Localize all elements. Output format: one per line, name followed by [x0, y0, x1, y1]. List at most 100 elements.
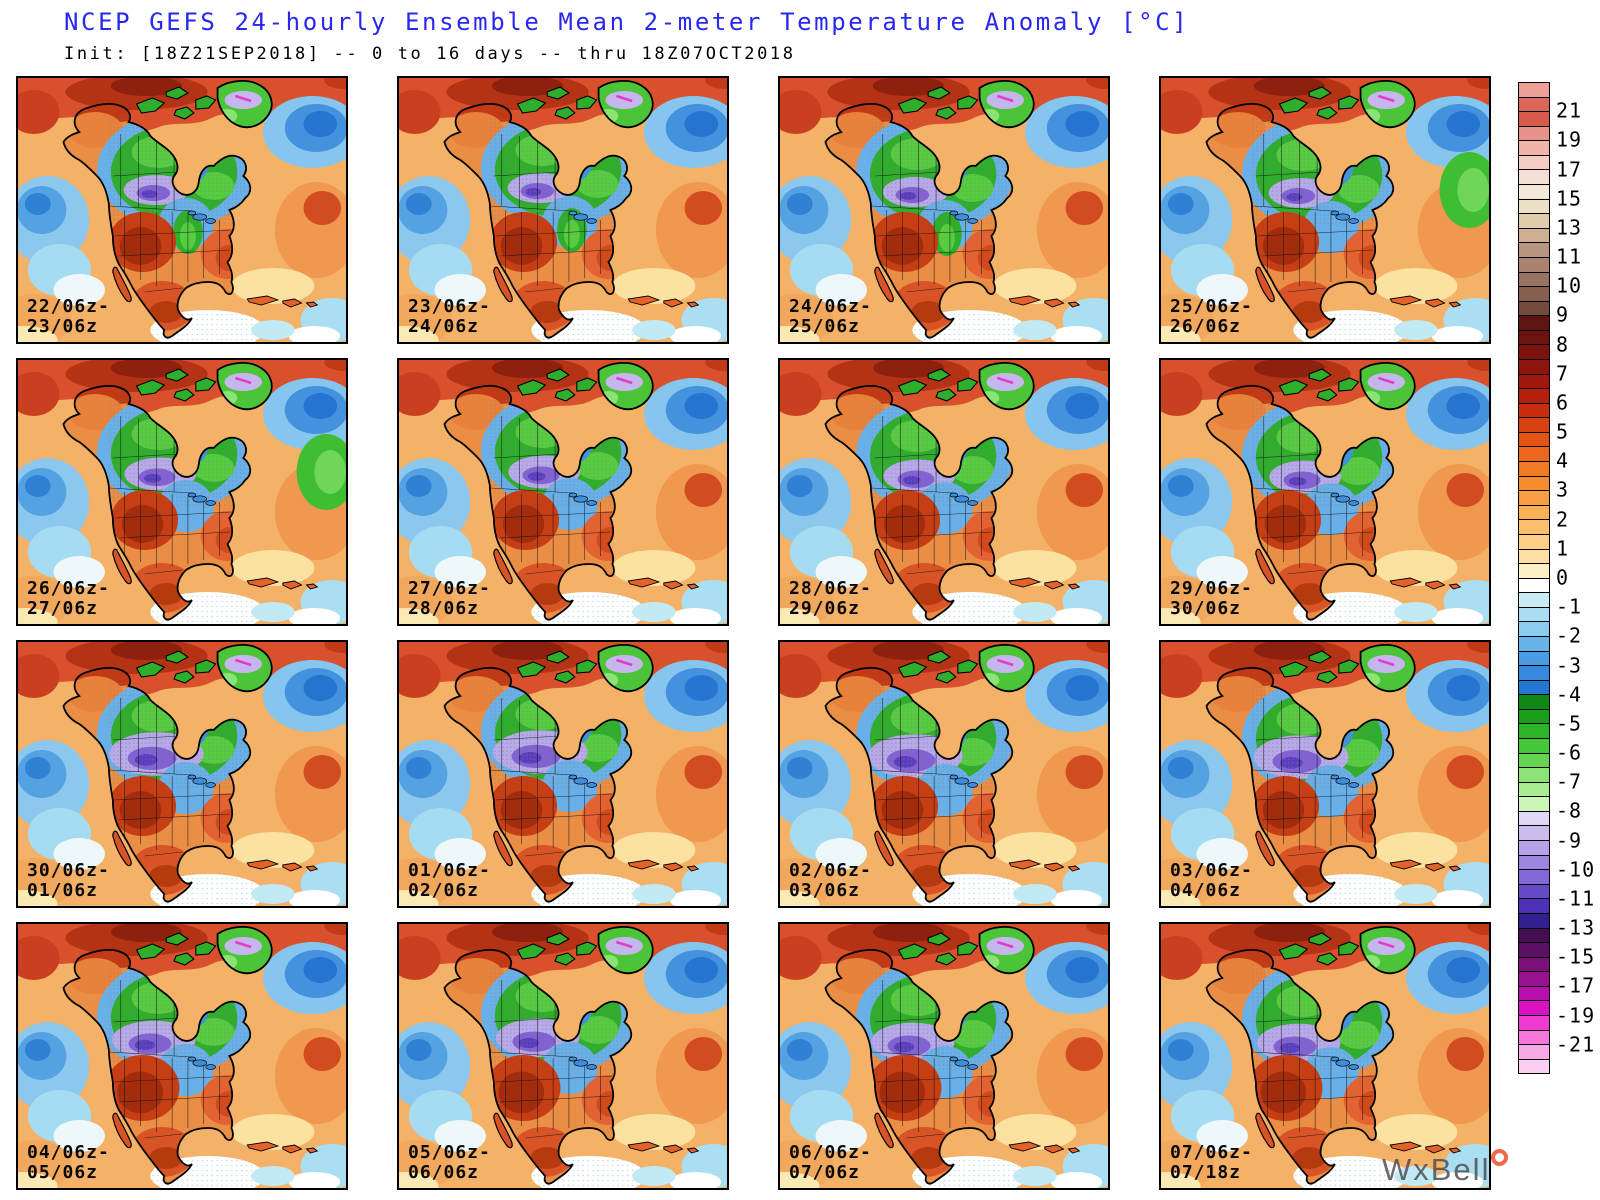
colorbar-label: -7 — [1556, 769, 1583, 794]
colorbar — [1518, 82, 1550, 1074]
temperature-anomaly-map — [780, 360, 1108, 624]
panel-valid-period-label: 05/06z- 06/06z — [408, 1141, 491, 1183]
panel-valid-period-label: 26/06z- 27/06z — [27, 578, 110, 619]
arctic-islands — [897, 650, 979, 684]
panel-label-line1: 29/06z- — [1170, 577, 1253, 599]
colorbar-cell — [1519, 359, 1549, 375]
panel-valid-period-label: 30/06z- 01/06z — [27, 860, 110, 901]
panel-label-line2: 07/18z — [1170, 1161, 1242, 1183]
colorbar-label: 7 — [1556, 361, 1570, 386]
great-lakes — [1330, 1056, 1359, 1070]
watermark: WxBell — [1382, 1149, 1509, 1188]
colorbar-cell — [1519, 826, 1549, 842]
caribbean-islands — [627, 295, 700, 308]
panel-valid-period-label: 04/06z- 05/06z — [27, 1142, 110, 1183]
baja-peninsula — [493, 1112, 513, 1149]
caribbean-islands — [1389, 577, 1462, 590]
panel-label-line2: 06/06z — [408, 1161, 480, 1183]
temperature-anomaly-map — [18, 78, 346, 342]
caribbean-islands — [627, 577, 700, 590]
colorbar-label: -15 — [1556, 944, 1596, 969]
baja-peninsula — [874, 830, 894, 867]
colorbar-cell — [1519, 155, 1549, 171]
temperature-anomaly-map — [1161, 78, 1489, 342]
arctic-islands — [1278, 932, 1360, 966]
temperature-anomaly-map — [399, 78, 727, 342]
panel-valid-period-label: 24/06z- 25/06z — [789, 295, 872, 337]
colorbar-cell — [1519, 578, 1549, 594]
admin-borders — [871, 416, 994, 575]
arctic-islands — [897, 368, 979, 402]
colorbar-label: 3 — [1556, 477, 1570, 502]
arctic-islands — [1278, 650, 1360, 684]
colorbar-label: 17 — [1556, 157, 1583, 182]
caribbean-islands — [1008, 859, 1081, 872]
colorbar-cell — [1519, 141, 1549, 156]
great-lakes — [568, 774, 597, 788]
forecast-map-panel: 03/06z- 04/06z — [1159, 640, 1491, 908]
colorbar-cell — [1519, 622, 1549, 637]
colorbar-label: 1 — [1556, 536, 1570, 561]
colorbar-cell — [1519, 913, 1549, 929]
atlantic-cold-blob — [1439, 152, 1489, 228]
colorbar-label: 10 — [1556, 273, 1583, 298]
temperature-anomaly-map — [1161, 924, 1489, 1188]
colorbar-label: 9 — [1556, 302, 1570, 327]
colorbar-label: 0 — [1556, 565, 1570, 590]
great-lakes — [187, 492, 216, 506]
panel-label-line1: 01/06z- — [408, 859, 491, 881]
colorbar-label: 11 — [1556, 244, 1583, 269]
caribbean-islands — [1389, 295, 1462, 308]
panel-label-line1: 05/06z- — [408, 1141, 491, 1163]
arctic-islands — [516, 368, 598, 402]
panel-valid-period-label: 02/06z- 03/06z — [789, 860, 872, 901]
great-lakes — [187, 774, 216, 788]
atlantic-cold-blob — [296, 434, 346, 510]
southwest-us-warm-anomaly — [491, 490, 560, 550]
forecast-map-panel: 30/06z- 01/06z — [16, 640, 348, 908]
colorbar-label: 4 — [1556, 448, 1570, 473]
panel-label-line2: 01/06z — [27, 879, 99, 901]
southwest-us-warm-anomaly — [872, 490, 941, 550]
admin-borders — [490, 134, 613, 293]
colorbar-cell — [1519, 287, 1549, 302]
colorbar-cell — [1519, 432, 1549, 448]
colorbar-label: 2 — [1556, 507, 1570, 532]
colorbar-label: -9 — [1556, 828, 1583, 853]
colorbar-cell — [1519, 447, 1549, 463]
colorbar-cell — [1519, 199, 1549, 215]
southwest-us-warm-anomaly — [110, 490, 179, 550]
colorbar-cell — [1519, 855, 1549, 871]
panel-valid-period-label: 23/06z- 24/06z — [408, 296, 491, 337]
panel-label-line1: 24/06z- — [789, 295, 872, 317]
temperature-anomaly-map — [1161, 642, 1489, 906]
forecast-map-panel: 26/06z- 27/06z — [16, 358, 348, 626]
colorbar-cell — [1519, 272, 1549, 288]
colorbar-cell — [1519, 301, 1549, 317]
great-lakes — [568, 492, 597, 506]
baja-peninsula — [112, 830, 132, 867]
panel-valid-period-label: 01/06z- 02/06z — [408, 859, 491, 901]
ocean-anomaly-blobs — [18, 78, 346, 342]
panel-label-line2: 30/06z — [1170, 597, 1242, 619]
colorbar-cell — [1519, 83, 1549, 98]
great-lakes — [949, 210, 978, 224]
great-lakes — [1330, 774, 1359, 788]
caribbean-islands — [1389, 1141, 1462, 1154]
baja-peninsula — [112, 266, 132, 303]
baja-peninsula — [493, 266, 513, 303]
baja-peninsula — [1255, 266, 1275, 303]
forecast-map-panel: 29/06z- 30/06z — [1159, 358, 1491, 626]
colorbar-label: 21 — [1556, 98, 1583, 123]
colorbar-label: -11 — [1556, 886, 1596, 911]
forecast-map-panel: 27/06z- 28/06z — [397, 358, 729, 626]
panel-label-line2: 29/06z — [789, 597, 861, 619]
colorbar-cell — [1519, 403, 1549, 419]
forecast-map-panel: 22/06z- 23/06z — [16, 76, 348, 344]
colorbar-cell — [1519, 607, 1549, 623]
colorbar-cell — [1519, 1045, 1549, 1060]
temperature-anomaly-map — [18, 924, 346, 1188]
colorbar-cell — [1519, 1016, 1549, 1031]
admin-borders — [871, 698, 994, 857]
colorbar-cell — [1519, 418, 1549, 433]
